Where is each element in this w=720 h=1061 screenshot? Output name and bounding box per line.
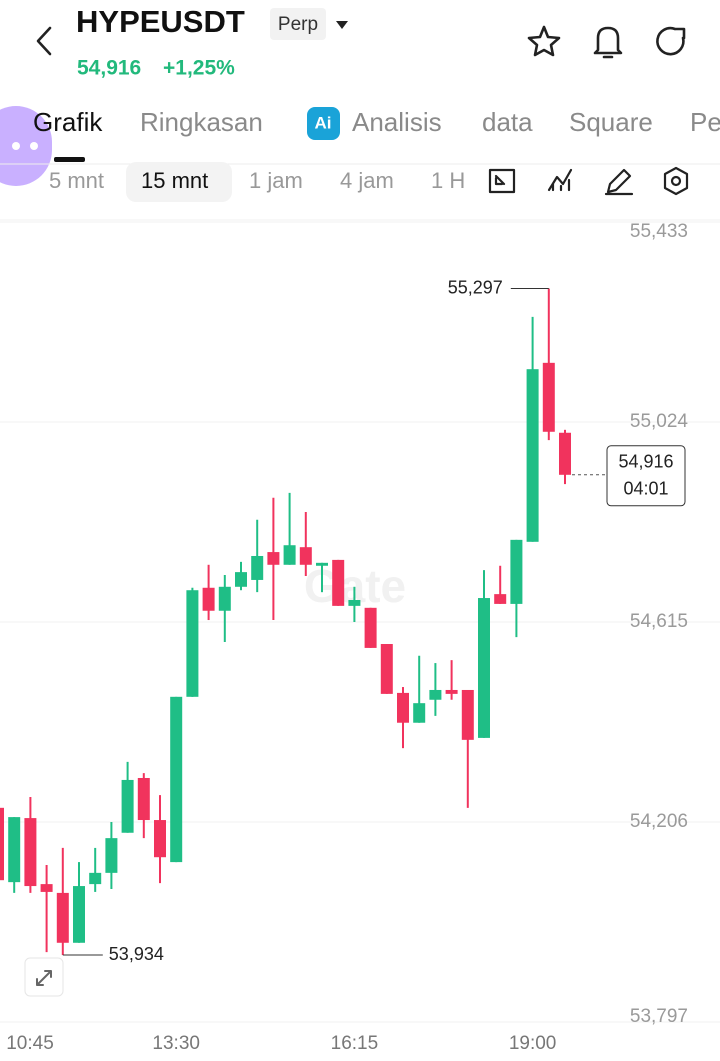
- tab[interactable]: Analisis: [352, 107, 442, 137]
- tool-settings[interactable]: [663, 166, 689, 196]
- y-tick-label: 53,797: [630, 1006, 688, 1027]
- candle-body: [202, 587, 215, 611]
- candle-body: [559, 432, 571, 475]
- candle-body: [170, 696, 183, 863]
- intervals: 5 mnt 15 mnt 1 jam 4 jam 1 H: [49, 168, 465, 193]
- tab[interactable]: data: [482, 107, 533, 137]
- candle-body: [24, 818, 37, 887]
- interval[interactable]: 5 mnt: [49, 168, 104, 193]
- candle-body: [218, 586, 231, 611]
- x-tick-label: 16:15: [331, 1033, 379, 1054]
- assistant-bubble[interactable]: [0, 106, 52, 186]
- expand-icon: [36, 970, 52, 986]
- y-tick-label: 55,433: [630, 221, 688, 242]
- candle-body: [299, 547, 312, 565]
- candle-body: [494, 594, 507, 604]
- candle-body: [235, 572, 247, 587]
- y-tick-label: 54,206: [630, 811, 688, 832]
- x-tick-label: 10:45: [6, 1033, 54, 1054]
- candle-body: [56, 892, 69, 943]
- candle-body: [348, 599, 361, 606]
- candle-body: [429, 689, 442, 700]
- alert[interactable]: [593, 26, 623, 59]
- last-price-box: [606, 445, 686, 507]
- candle-body: [332, 559, 345, 606]
- candle-body: [267, 552, 280, 565]
- candle-body: [154, 820, 166, 858]
- candle-body: [186, 590, 199, 697]
- countdown: 04:01: [623, 479, 668, 499]
- candle-body: [364, 607, 377, 648]
- tool-settings-dot: [670, 175, 682, 187]
- back-button[interactable]: [36, 26, 52, 56]
- badge-bg: [270, 8, 326, 40]
- dropdown[interactable]: [336, 21, 348, 29]
- candle-body: [478, 598, 490, 738]
- candle-body: [413, 703, 426, 723]
- candle-body: [380, 644, 393, 694]
- chart: 55,433 55,024 54,615 54,206 53,797 10:45 13:30…: [0, 221, 720, 1054]
- candle-body: [316, 562, 328, 566]
- candle-body: [461, 689, 474, 740]
- tab[interactable]: Square: [569, 107, 653, 137]
- x-tick-label: 13:30: [152, 1033, 200, 1054]
- candle-body: [510, 539, 523, 604]
- interval-selected-bg: [126, 162, 232, 202]
- tool-indicator[interactable]: [547, 168, 573, 192]
- tabs: Grafik Ringkasan Analisis data Square Pe: [33, 107, 720, 137]
- candle-body: [397, 692, 409, 723]
- interval[interactable]: 15 mnt: [141, 168, 208, 193]
- max-label: 55,297: [448, 277, 503, 297]
- candle-body: [445, 689, 458, 694]
- candle-body: [8, 817, 21, 883]
- interval[interactable]: 4 jam: [340, 168, 394, 193]
- candle-body: [251, 555, 264, 580]
- tab[interactable]: Pe: [690, 107, 720, 137]
- badge: Perp: [278, 14, 318, 35]
- change: +1,25%: [163, 57, 235, 80]
- price: 54,916: [77, 57, 141, 80]
- y-tick-label: 54,615: [630, 611, 688, 632]
- min-label: 53,934: [109, 944, 164, 964]
- candle-body: [0, 807, 4, 881]
- refresh[interactable]: [656, 26, 686, 56]
- y-tick-label: 55,024: [630, 411, 689, 432]
- candle-body: [526, 369, 539, 542]
- tab-underline: [54, 157, 85, 162]
- last-price-label: 54,916: [618, 452, 673, 472]
- candle-body: [40, 884, 53, 892]
- bubble-eye: [30, 142, 38, 150]
- candle-body: [73, 886, 85, 943]
- ai-icon: [307, 107, 340, 140]
- ai-icon-text: Ai: [315, 113, 332, 132]
- candle-body: [542, 362, 555, 432]
- interval[interactable]: 1 H: [431, 168, 465, 193]
- candle-body: [121, 779, 134, 833]
- symbol: HYPEUSDT: [76, 4, 245, 39]
- candle-body: [137, 777, 150, 821]
- tab[interactable]: Grafik: [33, 107, 103, 137]
- tab[interactable]: Ringkasan: [140, 107, 263, 137]
- x-tick-label: 19:00: [509, 1033, 557, 1054]
- candle-body: [105, 838, 118, 873]
- candle-body: [283, 545, 296, 565]
- tool-layout[interactable]: [488, 168, 516, 194]
- favorite[interactable]: [527, 25, 561, 57]
- candle-body: [89, 872, 102, 885]
- tool-draw[interactable]: [604, 168, 634, 196]
- bubble-eye: [12, 142, 20, 150]
- interval[interactable]: 1 jam: [249, 168, 303, 193]
